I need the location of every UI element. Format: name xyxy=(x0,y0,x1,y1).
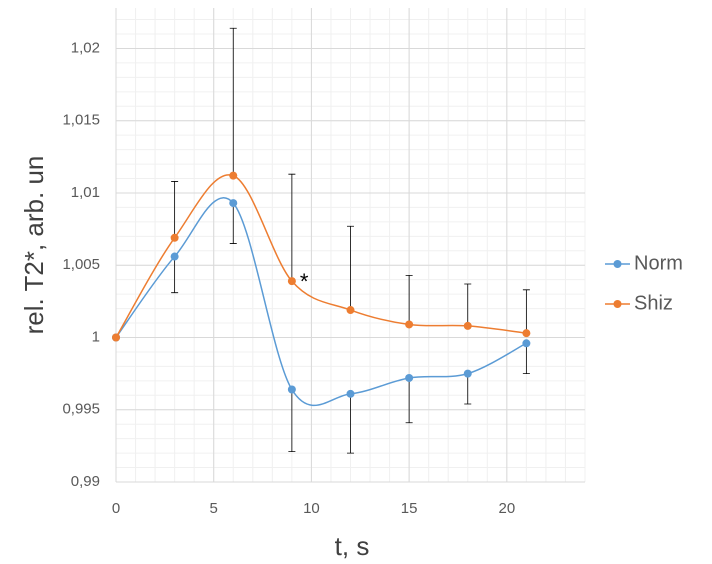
y-tick-label: 0,995 xyxy=(62,401,100,418)
error-bar xyxy=(522,343,530,375)
legend-label: Norm xyxy=(634,252,683,274)
data-point xyxy=(463,369,472,378)
data-point xyxy=(522,329,531,338)
x-tick-label: 5 xyxy=(210,500,218,517)
x-tick-label: 0 xyxy=(112,500,120,517)
data-point xyxy=(287,385,296,394)
y-tick-label: 1,005 xyxy=(62,256,100,273)
y-tick-label: 1,015 xyxy=(62,112,100,129)
error-bar xyxy=(229,203,237,244)
y-tick-label: 0,99 xyxy=(71,473,100,490)
error-bar xyxy=(405,274,413,325)
error-bar xyxy=(347,393,354,454)
data-point xyxy=(112,333,120,342)
legend-marker xyxy=(613,260,622,268)
error-bar xyxy=(229,27,237,176)
error-bar xyxy=(288,173,296,282)
y-axis-label: rel. T2*, arb. un xyxy=(19,156,49,335)
error-bar xyxy=(464,283,472,326)
data-point xyxy=(522,339,531,348)
legend-marker xyxy=(613,300,622,308)
error-bar xyxy=(171,256,179,294)
x-tick-label: 10 xyxy=(303,500,320,517)
x-tick-label: 15 xyxy=(401,500,418,517)
error-bar xyxy=(288,389,296,453)
data-point xyxy=(229,171,238,180)
data-point xyxy=(287,277,296,286)
data-point xyxy=(170,252,179,261)
x-axis-label: t, s xyxy=(335,531,370,561)
annotation: * xyxy=(300,269,309,294)
data-point xyxy=(170,233,179,242)
data-point xyxy=(346,389,355,398)
data-point xyxy=(405,320,414,329)
data-point xyxy=(229,199,238,208)
error-bar xyxy=(171,181,179,238)
data-point xyxy=(346,306,355,315)
legend-label: Shiz xyxy=(634,292,673,314)
error-bar xyxy=(522,289,530,334)
y-tick-label: 1 xyxy=(92,328,100,345)
error-bar xyxy=(464,373,472,405)
error-bar xyxy=(347,225,354,311)
x-tick-label: 20 xyxy=(498,500,515,517)
data-point xyxy=(463,321,472,330)
data-point xyxy=(405,373,414,382)
error-bar xyxy=(405,377,413,424)
y-tick-label: 1,02 xyxy=(71,39,100,56)
y-tick-label: 1,01 xyxy=(71,184,100,201)
